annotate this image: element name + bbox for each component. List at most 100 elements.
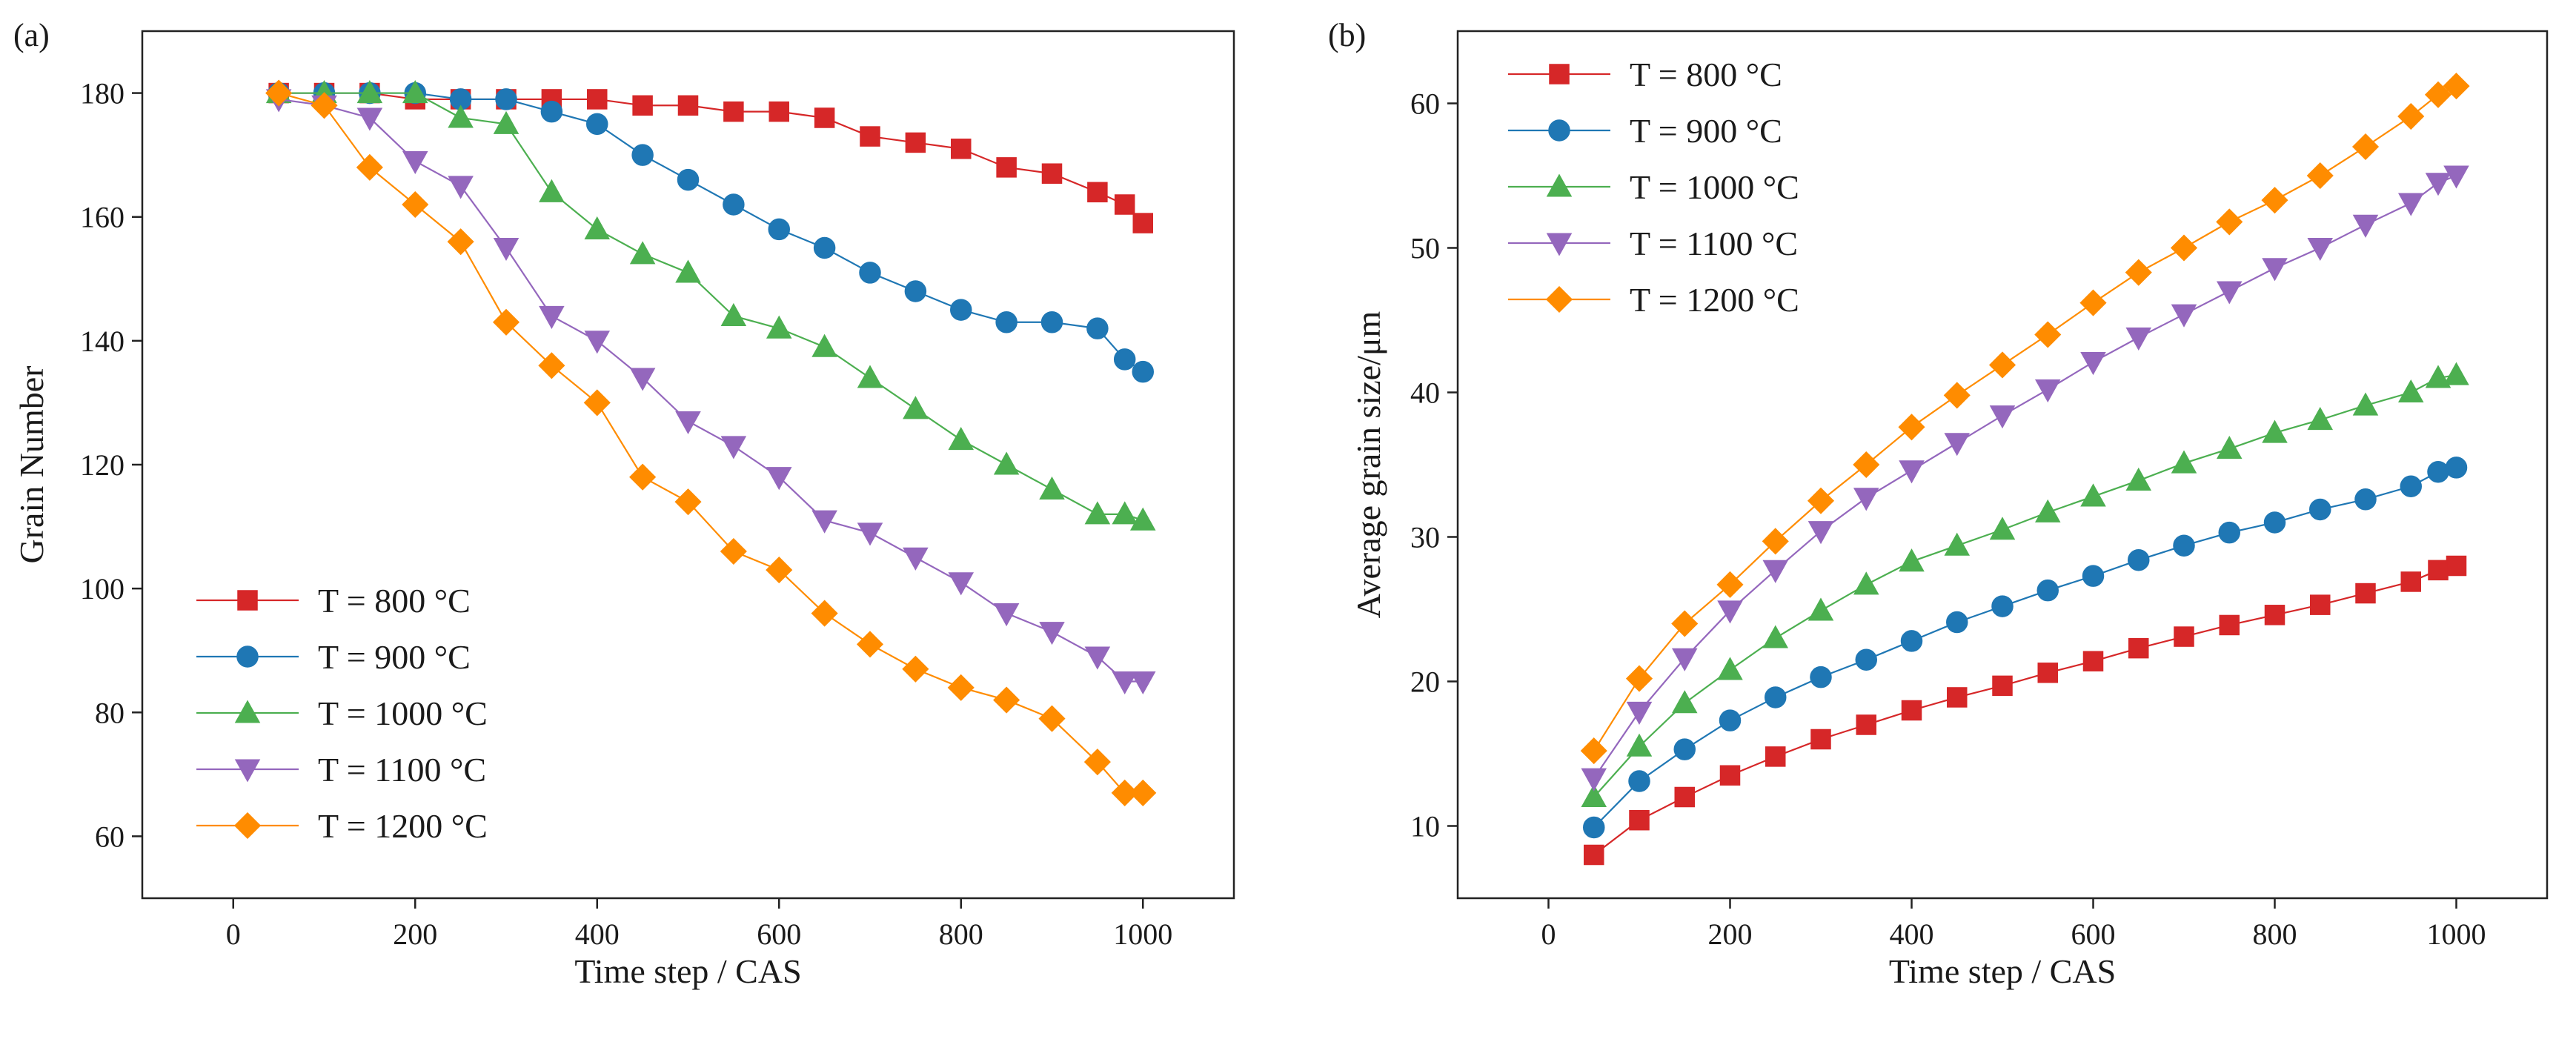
chart-a-data-point xyxy=(857,365,883,388)
chart-a-data-point xyxy=(402,150,428,175)
chart-a-data-point xyxy=(675,411,701,435)
chart-b-data-point xyxy=(2262,258,2288,282)
chart-b-data-point xyxy=(2216,281,2243,305)
chart-b-data-point xyxy=(2082,651,2104,671)
chart-a-data-point xyxy=(584,331,611,354)
chart-b-data-point xyxy=(2351,133,2380,161)
chart-b-data-point xyxy=(1584,844,1604,866)
chart-b-data-point xyxy=(1946,611,1968,634)
chart-a-data-point xyxy=(947,674,975,701)
chart-b-data-point xyxy=(1899,460,1925,484)
chart-b-legend-label: T = 1200 °C xyxy=(1630,281,1799,319)
chart-b-data-point xyxy=(1944,532,1971,556)
chart-b-x-tick-label: 400 xyxy=(1890,917,1934,951)
chart-b-data-point xyxy=(1716,571,1744,598)
chart-b-data-point xyxy=(1580,737,1607,765)
chart-a-data-point xyxy=(447,228,474,256)
chart-a-data-point xyxy=(950,299,972,321)
chart-b-data-point xyxy=(1719,765,1741,786)
chart-b-data-point xyxy=(1581,783,1607,808)
chart-a-legend-label: T = 1000 °C xyxy=(318,694,488,732)
chart-a-data-point xyxy=(856,631,884,658)
chart-b-data-point xyxy=(2125,259,2152,286)
chart-a-data-point xyxy=(902,655,929,683)
chart-b-data-point xyxy=(1947,687,1968,708)
chart-b-data-point xyxy=(1626,701,1653,725)
chart-a-legend-marker xyxy=(237,590,258,611)
chart-a-data-point xyxy=(1111,779,1138,806)
chart-a-data-point xyxy=(402,190,429,219)
chart-b-data-point xyxy=(2443,73,2470,100)
chart-a-legend-label: T = 900 °C xyxy=(318,638,471,676)
chart-a-data-point xyxy=(814,107,835,128)
chart-a-data-point xyxy=(1040,311,1063,333)
chart-b-data-point xyxy=(1717,600,1743,624)
chart-a-data-point xyxy=(811,510,837,534)
chart-b-series-t-800-c xyxy=(1584,555,2467,866)
chart-b-series-t-1200-c xyxy=(1580,73,2470,765)
chart-b-series-t-1100-c xyxy=(1581,165,2469,791)
chart-b-x-tick-label: 200 xyxy=(1708,917,1753,951)
chart-b-data-point xyxy=(2034,379,2061,403)
chart-b-legend-entry: T = 1200 °C xyxy=(1508,281,1799,319)
chart-a-data-point xyxy=(1132,213,1153,233)
chart-b-data-point xyxy=(1765,686,1787,708)
chart-a-data-point xyxy=(448,104,474,128)
chart-a-data-point xyxy=(811,333,837,357)
chart-b-data-point xyxy=(2400,475,2422,497)
chart-b-data-point xyxy=(2218,521,2240,544)
chart-b-plot-frame xyxy=(1456,30,2549,900)
chart-b-x-axis-label: Time step / CAS xyxy=(1889,952,2116,990)
chart-b-legend-marker xyxy=(1548,119,1570,142)
chart-b-data-point xyxy=(1988,351,2016,379)
chart-a-x-tick-label: 800 xyxy=(939,917,983,951)
chart-b-x-tick-label: 0 xyxy=(1541,917,1556,951)
chart-b-data-point xyxy=(1991,595,2014,617)
chart-b-y-tick-label: 40 xyxy=(1410,376,1440,410)
chart-a-data-point xyxy=(766,467,792,491)
chart-b-data-point xyxy=(2352,392,2379,416)
chart-b-series-t-900-c xyxy=(1583,457,2468,839)
chart-b-data-point xyxy=(2355,583,2376,604)
chart-a-data-point xyxy=(1114,194,1135,215)
chart-a-data-point xyxy=(857,522,883,546)
chart-a-y-tick-label: 180 xyxy=(80,77,125,110)
chart-b-data-point xyxy=(2425,365,2451,388)
chart-b-data-point xyxy=(2307,407,2334,431)
chart-a-data-point xyxy=(675,259,701,283)
chart-a-data-point xyxy=(632,95,653,116)
chart-a-legend-marker xyxy=(234,759,261,783)
chart-a-data-point xyxy=(492,308,520,336)
chart-a-data-point xyxy=(903,396,929,419)
chart-a: 0 200 400 600 800 1000 60 80 100 120 140 160 180 Time… xyxy=(13,30,1235,990)
chart-b-data-point xyxy=(1762,625,1789,648)
chart-b-data-point xyxy=(1628,770,1650,792)
chart-b-data-point xyxy=(1899,548,1925,572)
chart-b-data-point xyxy=(2400,571,2421,592)
chart-a-series-t-1200-c xyxy=(265,79,1157,806)
chart-a-series-t-900-c xyxy=(268,82,1154,383)
chart-a-legend-entry: T = 1000 °C xyxy=(196,694,488,732)
chart-a-data-point xyxy=(629,368,656,391)
chart-b-data-point xyxy=(2128,637,2149,659)
chart-a-data-point xyxy=(1039,622,1065,646)
chart-a-data-point xyxy=(766,315,792,339)
chart-b-data-point xyxy=(1944,433,1971,457)
chart-b-data-point xyxy=(2079,289,2107,316)
chart-a-data-point xyxy=(493,110,519,134)
chart-b-data-point xyxy=(2125,327,2152,351)
chart-b-data-point xyxy=(1762,560,1789,583)
chart-a-data-point xyxy=(1041,163,1063,184)
chart-b-data-point xyxy=(1853,571,1879,595)
chart-b-x-tick-label: 1000 xyxy=(2427,917,2486,951)
chart-b-y-axis-label: Average grain size/μm xyxy=(1350,311,1387,618)
chart-b-data-point xyxy=(2354,488,2377,511)
panel-a-label: (a) xyxy=(13,17,50,53)
chart-b-data-point xyxy=(1717,657,1743,680)
chart-b-data-point xyxy=(2397,379,2424,403)
chart-a-data-point xyxy=(1038,705,1066,732)
chart-a-legend-label: T = 800 °C xyxy=(318,582,471,620)
chart-a-data-point xyxy=(996,157,1017,178)
chart-a-legend-entry: T = 1100 °C xyxy=(196,751,486,789)
chart-b-data-point xyxy=(1807,487,1835,514)
